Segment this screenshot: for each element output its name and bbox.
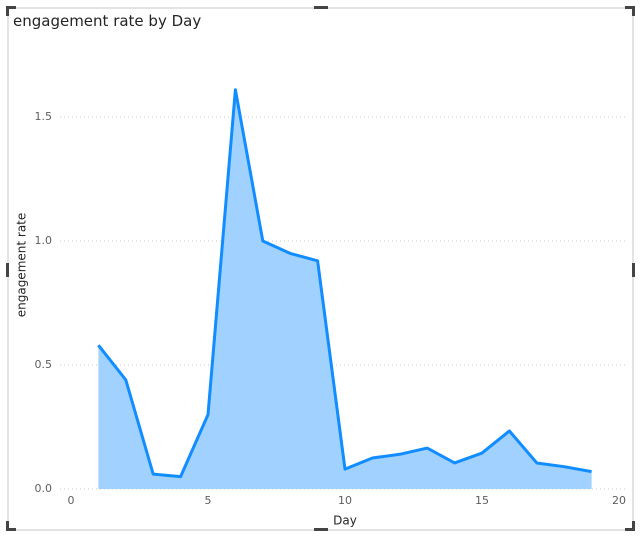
x-tick-label: 10 [338,494,352,507]
x-tick-label: 15 [475,494,489,507]
chart-title: engagement rate by Day [13,12,201,30]
area-line [97,88,592,479]
y-tick-label: 0.0 [35,482,53,495]
y-tick-label: 1.0 [35,234,53,247]
x-tick-label: 20 [612,494,626,507]
resize-handles [6,6,635,531]
x-tick-label: 5 [205,494,212,507]
x-axis-title: Day [333,514,357,528]
y-tick-label: 0.5 [35,358,53,371]
y-tick-label: 1.5 [35,110,53,123]
x-tick-label: 0 [68,494,75,507]
y-axis-title: engagement rate [15,213,29,318]
area-fill [98,89,592,489]
